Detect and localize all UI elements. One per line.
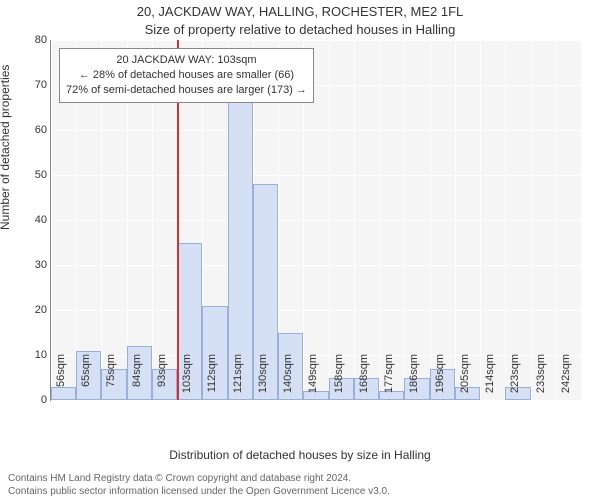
y-tick-label: 0 xyxy=(17,394,47,406)
x-tick-label: 121sqm xyxy=(232,354,244,404)
gridline-v xyxy=(430,40,431,400)
y-tick-label: 70 xyxy=(17,79,47,91)
x-tick-label: 149sqm xyxy=(307,354,319,404)
y-tick-label: 30 xyxy=(17,259,47,271)
sub-title: Size of property relative to detached ho… xyxy=(0,22,600,37)
chart-container: 20, JACKDAW WAY, HALLING, ROCHESTER, ME2… xyxy=(0,0,600,500)
attribution-footer: Contains HM Land Registry data © Crown c… xyxy=(8,472,390,498)
gridline-h xyxy=(51,265,581,266)
x-tick-label: 140sqm xyxy=(282,354,294,404)
x-tick-label: 233sqm xyxy=(535,354,547,404)
y-tick-label: 60 xyxy=(17,124,47,136)
gridline-v xyxy=(51,40,52,400)
gridline-v xyxy=(480,40,481,400)
gridline-h xyxy=(51,130,581,131)
y-tick-label: 10 xyxy=(17,349,47,361)
x-tick-label: 103sqm xyxy=(181,354,193,404)
x-tick-label: 168sqm xyxy=(358,354,370,404)
histogram-bar xyxy=(228,72,253,401)
x-tick-label: 112sqm xyxy=(206,354,218,404)
x-tick-label: 93sqm xyxy=(156,354,168,404)
footer-line2: Contains public sector information licen… xyxy=(8,485,390,498)
main-title: 20, JACKDAW WAY, HALLING, ROCHESTER, ME2… xyxy=(0,4,600,19)
x-tick-label: 65sqm xyxy=(80,354,92,404)
x-tick-label: 84sqm xyxy=(131,354,143,404)
x-tick-label: 75sqm xyxy=(105,354,117,404)
x-tick-label: 196sqm xyxy=(434,354,446,404)
y-tick-label: 80 xyxy=(17,34,47,46)
gridline-v xyxy=(531,40,532,400)
x-tick-label: 130sqm xyxy=(257,354,269,404)
gridline-v xyxy=(505,40,506,400)
y-tick-label: 50 xyxy=(17,169,47,181)
y-tick-label: 20 xyxy=(17,304,47,316)
x-tick-label: 205sqm xyxy=(459,354,471,404)
annotation-line2: ← 28% of detached houses are smaller (66… xyxy=(66,68,307,83)
gridline-v xyxy=(455,40,456,400)
y-tick-label: 40 xyxy=(17,214,47,226)
reference-annotation: 20 JACKDAW WAY: 103sqm ← 28% of detached… xyxy=(59,48,314,103)
gridline-h xyxy=(51,220,581,221)
gridline-v xyxy=(379,40,380,400)
x-tick-label: 214sqm xyxy=(484,354,496,404)
x-tick-label: 242sqm xyxy=(560,354,572,404)
x-tick-label: 158sqm xyxy=(333,354,345,404)
x-tick-label: 186sqm xyxy=(408,354,420,404)
gridline-v xyxy=(404,40,405,400)
annotation-line1: 20 JACKDAW WAY: 103sqm xyxy=(66,53,307,68)
x-axis-label: Distribution of detached houses by size … xyxy=(0,448,600,462)
gridline-v xyxy=(354,40,355,400)
x-tick-label: 177sqm xyxy=(383,354,395,404)
gridline-v xyxy=(581,40,582,400)
annotation-line3: 72% of semi-detached houses are larger (… xyxy=(66,83,307,98)
x-tick-label: 56sqm xyxy=(55,354,67,404)
gridline-h xyxy=(51,175,581,176)
x-tick-label: 223sqm xyxy=(509,354,521,404)
y-axis-label: Number of detached properties xyxy=(0,65,12,230)
gridline-h xyxy=(51,40,581,41)
footer-line1: Contains HM Land Registry data © Crown c… xyxy=(8,472,390,485)
gridline-v xyxy=(556,40,557,400)
plot-area: 0102030405060708056sqm65sqm75sqm84sqm93s… xyxy=(50,40,581,401)
gridline-v xyxy=(329,40,330,400)
gridline-h xyxy=(51,310,581,311)
